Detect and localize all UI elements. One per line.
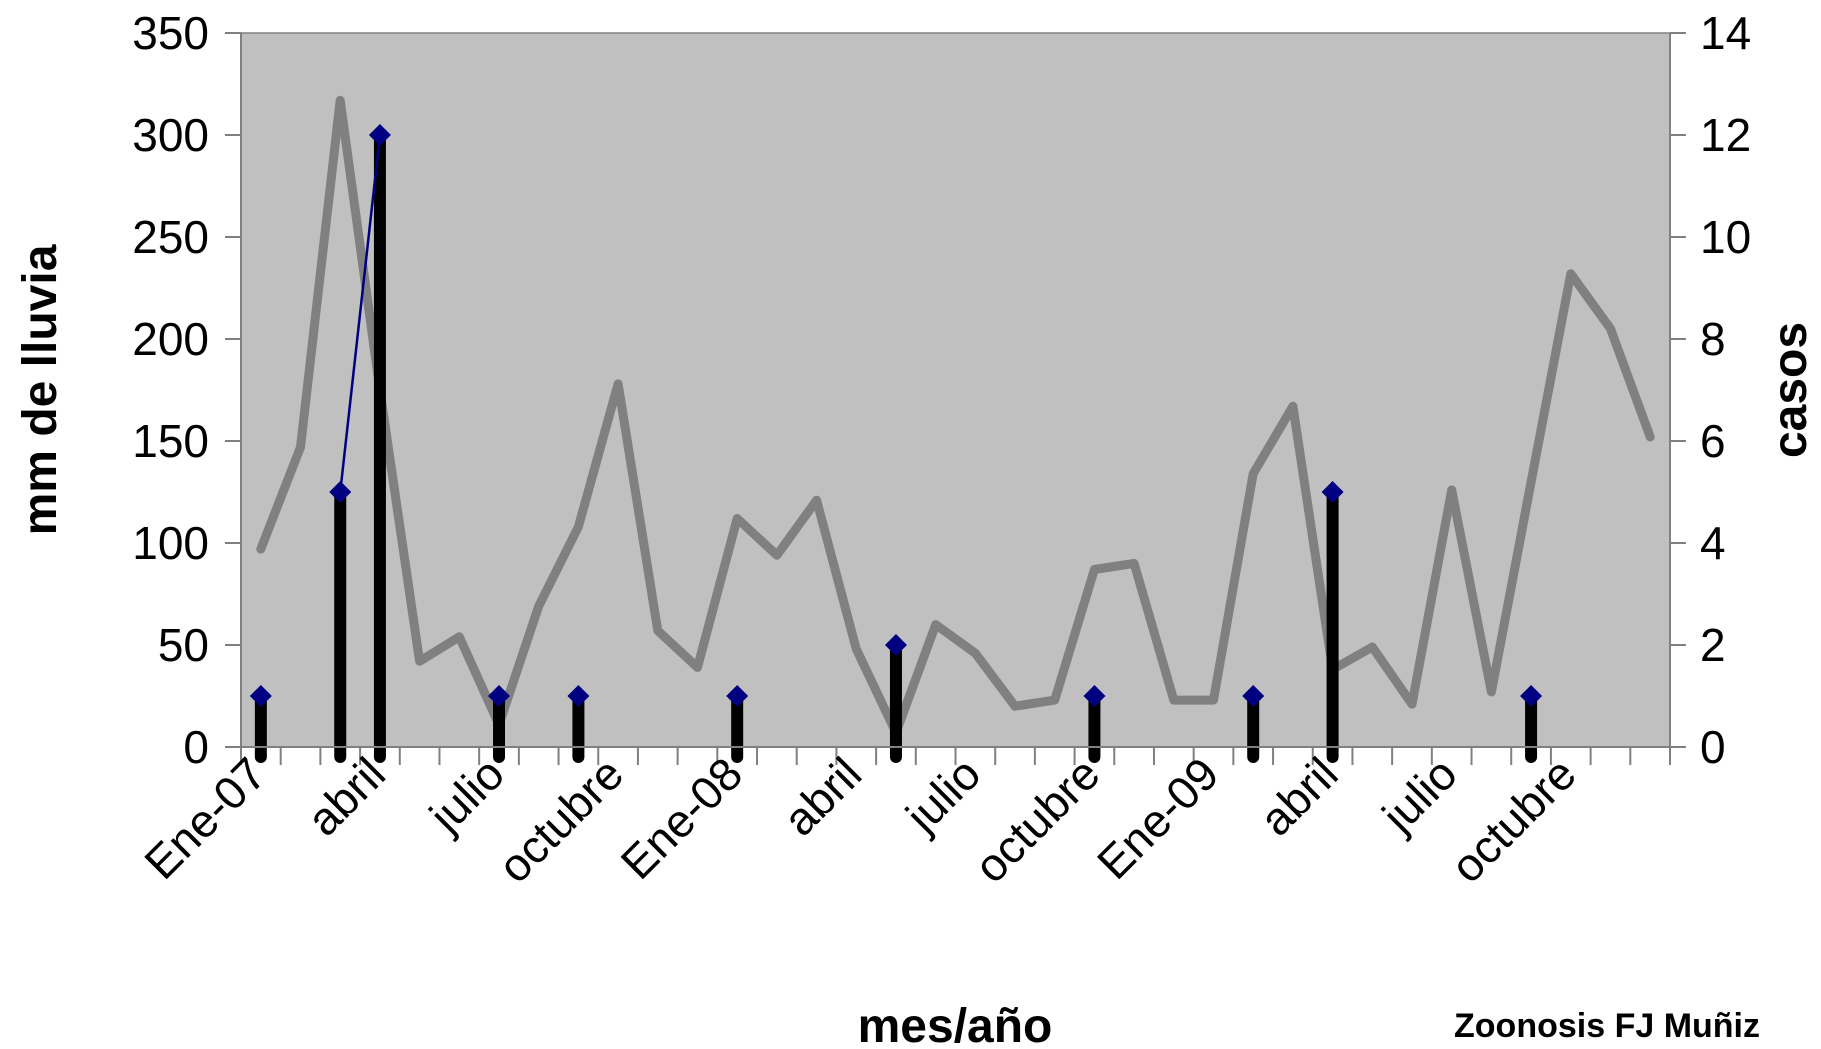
- left-tick-label: 150: [132, 415, 209, 467]
- right-tick-label: 12: [1700, 109, 1751, 161]
- rainfall-point: [816, 499, 818, 501]
- case-marker: [1242, 685, 1265, 707]
- rainfall-point: [419, 660, 421, 662]
- rainfall-point: [1649, 436, 1651, 438]
- rainfall-point: [1133, 562, 1135, 564]
- right-tick-label: 8: [1700, 313, 1726, 365]
- rainfall-point: [577, 526, 579, 528]
- case-marker: [329, 481, 352, 503]
- left-tick-label: 250: [132, 211, 209, 263]
- case-marker: [1083, 685, 1106, 707]
- rainfall-point: [1609, 328, 1611, 330]
- left-tick-label: 0: [183, 721, 209, 773]
- y-axis-title: mm de lluvia: [14, 244, 67, 535]
- left-tick-label: 350: [132, 7, 209, 59]
- case-marker: [1321, 481, 1344, 503]
- rainfall-point: [1252, 473, 1254, 475]
- rainfall-point: [1014, 705, 1016, 707]
- right-tick-label: 10: [1700, 211, 1751, 263]
- rainfall-point: [260, 548, 262, 550]
- case-marker: [488, 685, 511, 707]
- left-tick-label: 300: [132, 109, 209, 161]
- rainfall-point: [974, 652, 976, 654]
- y2-axis-title: casos: [1764, 322, 1817, 458]
- plot-area: [240, 32, 1671, 748]
- case-marker: [249, 685, 272, 707]
- rainfall-point: [300, 446, 302, 448]
- left-tick-label: 100: [132, 517, 209, 569]
- left-tick-label: 50: [158, 619, 209, 671]
- right-tick-label: 0: [1700, 721, 1726, 773]
- rainfall-point: [538, 605, 540, 607]
- case-marker: [726, 685, 749, 707]
- case-series: [249, 124, 1543, 707]
- x-tick-label: Ene-08: [611, 747, 753, 889]
- x-tick-label: julio: [1371, 747, 1467, 843]
- rainfall-point: [1411, 703, 1413, 705]
- right-axis: 0 2 4 6 8 10 12 14: [1669, 7, 1751, 773]
- right-tick-label: 6: [1700, 415, 1726, 467]
- x-tick-label: octubre: [964, 747, 1109, 892]
- case-marker: [1520, 685, 1543, 707]
- rainfall-point: [776, 554, 778, 556]
- x-tick-label: octubre: [1441, 747, 1586, 892]
- left-tick-label: 200: [132, 313, 209, 365]
- x-tick-label: abril: [773, 747, 871, 845]
- right-tick-label: 14: [1700, 7, 1751, 59]
- case-marker: [368, 124, 391, 146]
- case-marker: [567, 685, 590, 707]
- rainfall-point: [1173, 699, 1175, 701]
- credit-text: Zoonosis FJ Muñiz: [1454, 1007, 1760, 1045]
- rainfall-point: [1371, 646, 1373, 648]
- rainfall-point: [855, 648, 857, 650]
- rainfall-point: [617, 383, 619, 385]
- x-tick-label: Ene-09: [1087, 747, 1229, 889]
- rainfall-point: [1451, 489, 1453, 491]
- x-axis-title: mes/año: [858, 1000, 1053, 1049]
- rainfall-point: [1530, 481, 1532, 483]
- left-axis: 0 50 100 150 200 250 300 350: [132, 7, 242, 773]
- rainfall-point: [339, 99, 341, 101]
- rainfall-point: [458, 636, 460, 638]
- rainfall-point: [1213, 699, 1215, 701]
- rainfall-point: [736, 518, 738, 520]
- rainfall-line: [256, 95, 1655, 738]
- rainfall-point: [1292, 405, 1294, 407]
- rainfall-point: [935, 624, 937, 626]
- case-marker: [884, 634, 907, 656]
- rainfall-point: [1093, 569, 1095, 571]
- rainfall-point: [1570, 273, 1572, 275]
- rainfall-point: [657, 630, 659, 632]
- right-tick-label: 2: [1700, 619, 1726, 671]
- x-tick-label: julio: [894, 747, 990, 843]
- rainfall-point: [696, 666, 698, 668]
- case-line-segment: [338, 134, 382, 493]
- x-tick-label: octubre: [488, 747, 633, 892]
- rainfall-point: [1490, 691, 1492, 693]
- right-tick-label: 4: [1700, 517, 1726, 569]
- rainfall-point: [1054, 699, 1056, 701]
